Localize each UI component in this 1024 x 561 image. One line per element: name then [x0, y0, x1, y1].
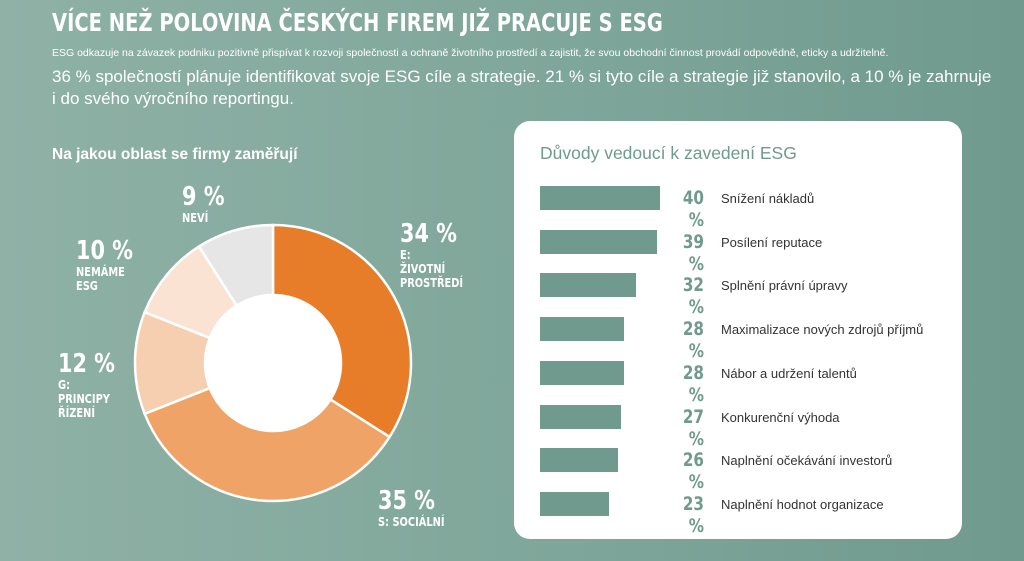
- esg-description: ESG odkazuje na závazek podniku pozitivn…: [52, 47, 889, 59]
- bar-row: 40 % Snížení nákladů: [540, 186, 950, 231]
- slice-label-no-esg: 10 % NEMÁME ESG: [76, 237, 147, 293]
- bar-category-label: Posílení reputace: [721, 234, 823, 250]
- bar-category-label: Maximalizace nových zdrojů příjmů: [721, 322, 924, 338]
- bar: [540, 317, 624, 342]
- slice-label-unknown: 9 % NEVÍ: [182, 183, 235, 225]
- focus-area-donut-chart: [133, 223, 413, 503]
- slice-name: E: ŽIVOTNÍ PROSTŘEDÍ: [400, 248, 464, 290]
- slice-value: 35 %: [378, 486, 436, 516]
- bar-value-label: 28 %: [682, 318, 704, 363]
- slice-value: 9 %: [182, 182, 225, 212]
- bar-row: 23 % Naplnění hodnot organizace: [540, 491, 950, 537]
- bar: [540, 273, 636, 298]
- slice-name: G: PRINCIPY ŘÍZENÍ: [58, 378, 110, 420]
- slice-name: S: SOCIÁLNÍ: [378, 515, 445, 529]
- bar-row: 39 % Posílení reputace: [540, 229, 950, 275]
- bar-row: 28 % Maximalizace nových zdrojů příjmů: [540, 317, 950, 362]
- slice-value: 10 %: [76, 236, 134, 266]
- bar-category-label: Nábor a udržení talentů: [721, 365, 857, 381]
- page-title: VÍCE NEŽ POLOVINA ČESKÝCH FIREM JIŽ PRAC…: [52, 8, 663, 37]
- bar-category-label: Naplnění očekávání investorů: [721, 453, 893, 469]
- slice-label-governance: 12 % G: PRINCIPY ŘÍZENÍ: [58, 350, 129, 420]
- slice-label-social: 35 % S: SOCIÁLNÍ: [378, 487, 459, 529]
- bar-category-label: Splnění právní úpravy: [721, 278, 848, 294]
- bar-value-label: 32 %: [682, 274, 704, 319]
- slice-value: 12 %: [58, 349, 116, 379]
- bar: [540, 491, 609, 516]
- bar-value-label: 27 %: [682, 405, 704, 450]
- bar-category-label: Naplnění hodnot organizace: [721, 496, 884, 512]
- reasons-panel: Důvody vedoucí k zavedení ESG 40 % Snížen…: [514, 121, 962, 539]
- bar-row: 26 % Naplnění očekávání investorů: [540, 448, 950, 493]
- bar-value-label: 26 %: [682, 449, 704, 494]
- bar-category-label: Snížení nákladů: [721, 191, 815, 206]
- bar-row: 32 % Splnění právní úpravy: [540, 273, 950, 318]
- bar-category-label: Konkurenční výhoda: [721, 409, 840, 425]
- bar-row: 27 % Konkurenční výhoda: [540, 404, 950, 450]
- bar-chart-title: Důvody vedoucí k zavedení ESG: [540, 143, 797, 163]
- pie-chart-title: Na jakou oblast se firmy zaměřují: [52, 146, 298, 163]
- lead-text: 36 % společností plánuje identifikovat s…: [52, 67, 992, 108]
- donut-hole: [205, 295, 341, 431]
- slice-name: NEVÍ: [182, 211, 209, 225]
- bar-value-label: 39 %: [682, 230, 704, 275]
- bar: [540, 229, 657, 254]
- bar: [540, 360, 624, 385]
- bar: [540, 186, 660, 210]
- slice-name: NEMÁME ESG: [76, 265, 125, 293]
- bar-row: 28 % Nábor a udržení talentů: [540, 360, 950, 406]
- bar-value-label: 28 %: [682, 361, 704, 406]
- slice-label-environment: 34 % E: ŽIVOTNÍ PROSTŘEDÍ: [400, 220, 471, 290]
- bar-value-label: 23 %: [682, 492, 704, 537]
- bar: [540, 404, 621, 429]
- slice-value: 34 %: [400, 219, 458, 249]
- bar-value-label: 40 %: [682, 187, 704, 231]
- bar: [540, 448, 618, 473]
